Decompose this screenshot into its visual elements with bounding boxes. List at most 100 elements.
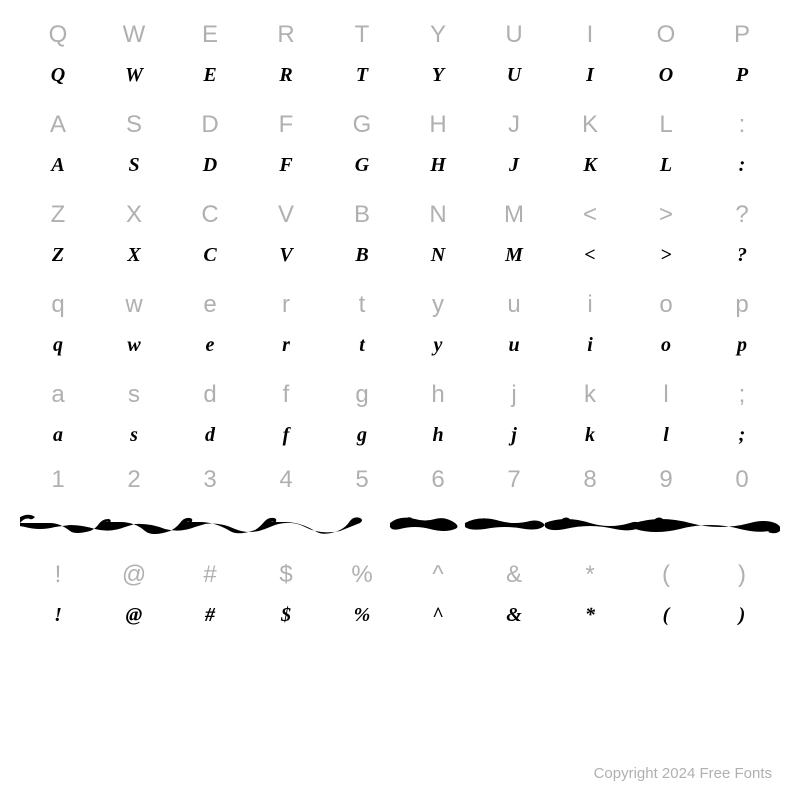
font-glyph: : (739, 145, 746, 185)
reference-glyph: 7 (507, 460, 520, 500)
reference-glyph: j (511, 375, 516, 415)
char-cell: dd (172, 370, 248, 460)
char-cell: jj (476, 370, 552, 460)
char-cell: ZZ (20, 190, 96, 280)
reference-glyph: @ (122, 555, 146, 595)
reference-glyph: Q (49, 15, 68, 55)
char-cell: VV (248, 190, 324, 280)
reference-glyph: f (283, 375, 290, 415)
char-cell: gg (324, 370, 400, 460)
char-cell: CC (172, 190, 248, 280)
font-glyph: ; (739, 415, 746, 455)
char-cell: tt (324, 280, 400, 370)
reference-glyph: G (353, 105, 372, 145)
reference-glyph: J (508, 105, 520, 145)
char-cell: @@ (96, 550, 172, 640)
reference-glyph: u (507, 285, 520, 325)
font-glyph: w (127, 325, 140, 365)
char-cell: ee (172, 280, 248, 370)
reference-glyph: w (125, 285, 142, 325)
char-cell: $$ (248, 550, 324, 640)
char-cell: ^^ (400, 550, 476, 640)
char-cell: ## (172, 550, 248, 640)
char-cell: %% (324, 550, 400, 640)
char-cell: ll (628, 370, 704, 460)
font-glyph: k (585, 415, 595, 455)
reference-glyph: ( (662, 555, 670, 595)
font-glyph: H (430, 145, 446, 185)
font-glyph: * (585, 595, 595, 635)
reference-glyph: N (429, 195, 446, 235)
char-cell: DD (172, 100, 248, 190)
char-cell: XX (96, 190, 172, 280)
font-glyph: X (127, 235, 140, 275)
char-cell: EE (172, 10, 248, 100)
font-glyph: U (507, 55, 521, 95)
reference-glyph: I (587, 15, 594, 55)
reference-glyph: # (203, 555, 216, 595)
font-glyph: h (432, 415, 443, 455)
font-glyph: f (283, 415, 290, 455)
char-cell: ?? (704, 190, 780, 280)
font-glyph: t (359, 325, 365, 365)
font-glyph: & (506, 595, 522, 635)
font-glyph: Y (432, 55, 444, 95)
reference-glyph: : (739, 105, 746, 145)
char-cell: TT (324, 10, 400, 100)
reference-glyph: W (123, 15, 146, 55)
reference-glyph: T (355, 15, 370, 55)
font-glyph: > (660, 235, 671, 275)
font-glyph: ^ (432, 595, 443, 635)
char-cell: QQ (20, 10, 96, 100)
reference-glyph: C (201, 195, 218, 235)
reference-glyph: B (354, 195, 370, 235)
reference-glyph: H (429, 105, 446, 145)
reference-glyph: o (659, 285, 672, 325)
reference-glyph: 0 (735, 460, 748, 500)
reference-glyph: 8 (583, 460, 596, 500)
char-cell: BB (324, 190, 400, 280)
reference-glyph: L (659, 105, 672, 145)
char-cell: hh (400, 370, 476, 460)
reference-glyph: h (431, 375, 444, 415)
char-cell: yy (400, 280, 476, 370)
reference-glyph: e (203, 285, 216, 325)
font-glyph: J (509, 145, 519, 185)
font-glyph: M (505, 235, 523, 275)
font-glyph: P (736, 55, 748, 95)
char-cell: uu (476, 280, 552, 370)
char-cell: HH (400, 100, 476, 190)
reference-glyph: p (735, 285, 748, 325)
font-glyph: V (279, 235, 292, 275)
reference-glyph: ) (738, 555, 746, 595)
char-cell: << (552, 190, 628, 280)
char-cell: ff (248, 370, 324, 460)
reference-glyph: 5 (355, 460, 368, 500)
reference-glyph: P (734, 15, 750, 55)
character-map-grid: QQWWEERRTTYYUUIIOOPPAASSDDFFGGHHJJKKLL::… (0, 0, 800, 640)
font-glyph: K (583, 145, 596, 185)
char-cell: PP (704, 10, 780, 100)
char-cell: kk (552, 370, 628, 460)
reference-glyph: Z (51, 195, 66, 235)
reference-glyph: a (51, 375, 64, 415)
reference-glyph: D (201, 105, 218, 145)
char-cell: qq (20, 280, 96, 370)
font-glyph: s (130, 415, 138, 455)
reference-glyph: K (582, 105, 598, 145)
font-glyph: Q (51, 55, 65, 95)
font-glyph: j (511, 415, 517, 455)
reference-glyph: q (51, 285, 64, 325)
char-cell: ww (96, 280, 172, 370)
reference-glyph: % (351, 555, 372, 595)
font-glyph: I (586, 55, 594, 95)
font-glyph: a (53, 415, 63, 455)
reference-glyph: y (432, 285, 444, 325)
reference-glyph: i (587, 285, 592, 325)
reference-glyph: R (277, 15, 294, 55)
char-cell: && (476, 550, 552, 640)
font-glyph: S (128, 145, 139, 185)
swash-glyphs (20, 500, 780, 550)
reference-glyph: d (203, 375, 216, 415)
char-cell: RR (248, 10, 324, 100)
